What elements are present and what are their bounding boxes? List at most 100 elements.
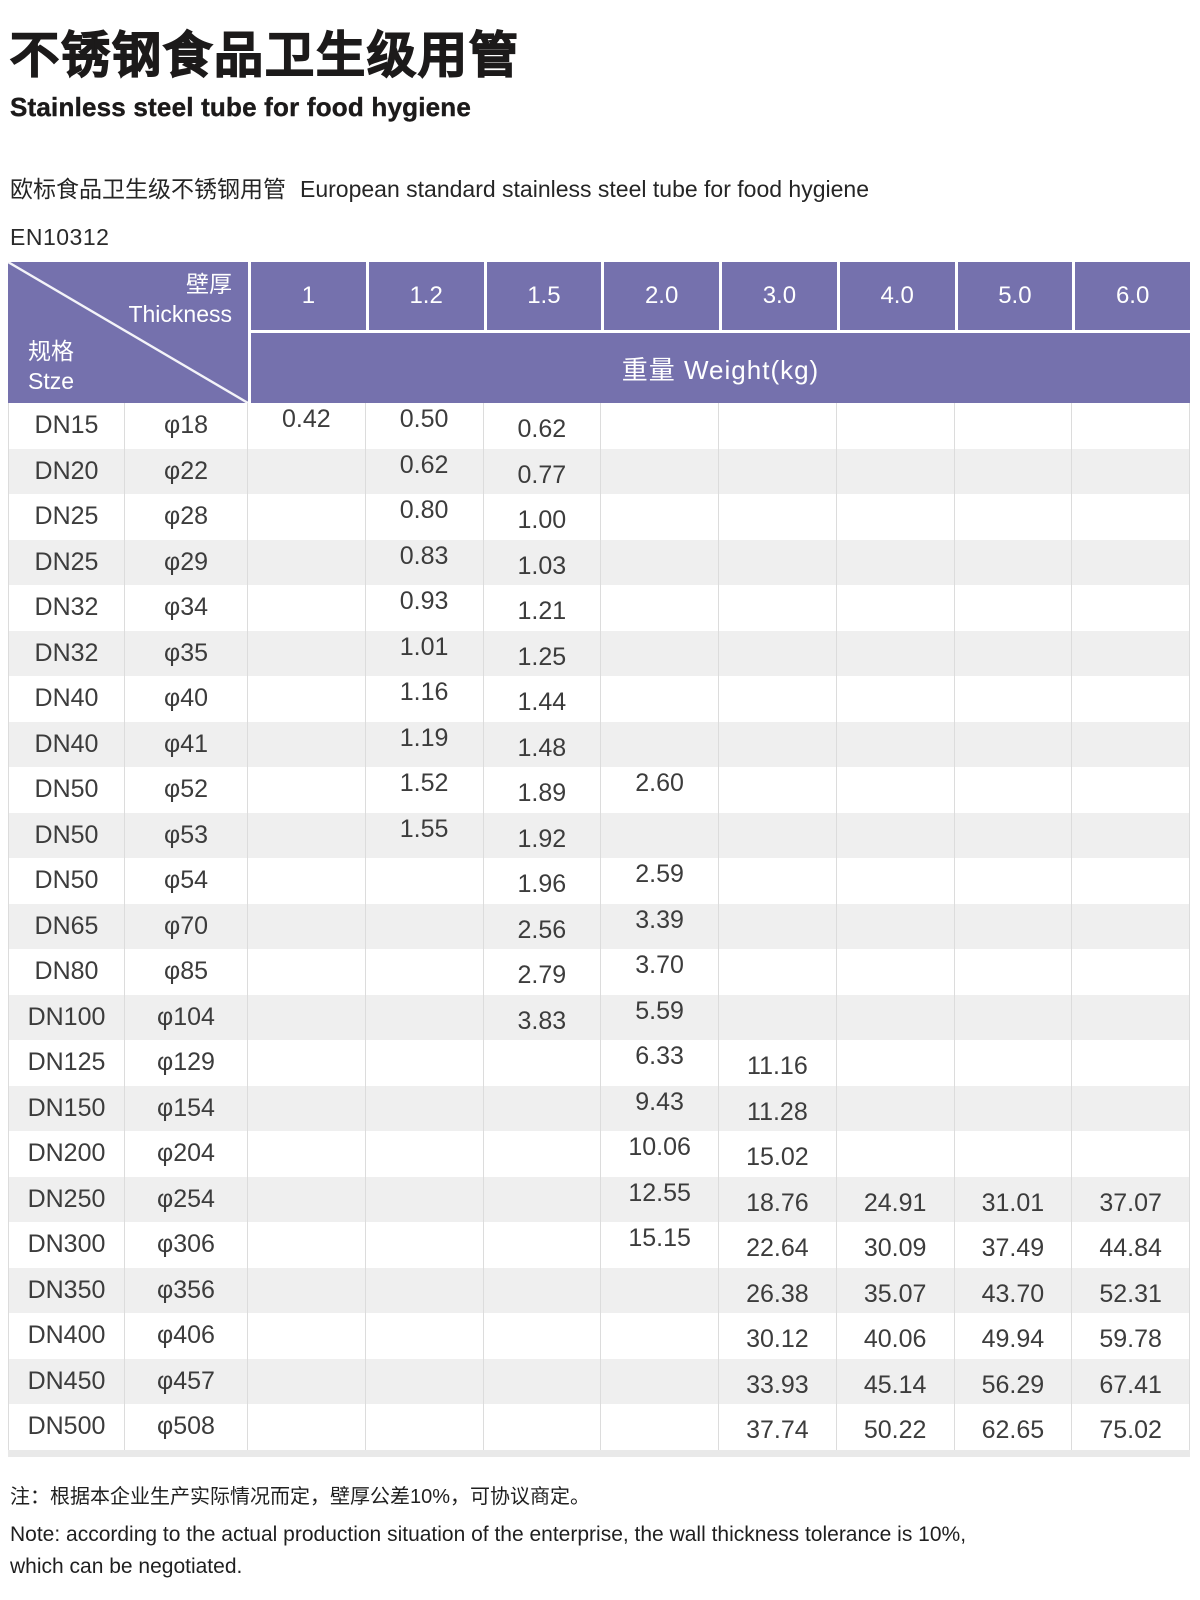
weight-value-cell: [248, 1222, 366, 1268]
weight-value-cell: [248, 1131, 366, 1177]
weight-value-cell: [719, 812, 837, 858]
weight-value-cell: 1.55: [366, 812, 484, 858]
weight-value-cell: [248, 949, 366, 995]
size-cell: DN400: [8, 1313, 125, 1359]
weight-value-cell: [955, 994, 1073, 1040]
weight-spec-table: 壁厚 Thickness 规格 Stze 1 1.2 1.5 2.0 3.0 4.0 5.0…: [8, 262, 1190, 1457]
weight-value-cell: [719, 403, 837, 449]
weight-value-cell: 37.07: [1072, 1176, 1190, 1222]
diameter-cell: φ85: [125, 949, 248, 995]
weight-value-cell: [955, 949, 1073, 995]
weight-value-cell: [837, 630, 955, 676]
diameter-cell: φ306: [125, 1222, 248, 1268]
weight-value-cell: [1072, 630, 1190, 676]
diameter-cell: φ18: [125, 403, 248, 449]
weight-value-cell: [837, 812, 955, 858]
diameter-cell: φ406: [125, 1313, 248, 1359]
size-cell: DN20: [8, 448, 125, 494]
weight-value-cell: [955, 585, 1073, 631]
table-row: DN200 φ204 10.06 15.02: [8, 1131, 1190, 1177]
weight-value-cell: 0.80: [366, 494, 484, 540]
table-row: DN300 φ306 15.15 22.64 30.09 37.49 44.84: [8, 1222, 1190, 1268]
diameter-cell: φ254: [125, 1176, 248, 1222]
size-cell: DN150: [8, 1085, 125, 1131]
diameter-cell: φ41: [125, 721, 248, 767]
weight-value-cell: [601, 403, 719, 449]
weight-value-cell: 15.02: [719, 1131, 837, 1177]
standard-code: EN10312: [10, 224, 110, 250]
weight-value-cell: [601, 676, 719, 722]
diameter-cell: φ35: [125, 630, 248, 676]
weight-value-cell: [248, 994, 366, 1040]
weight-value-cell: 6.33: [601, 1040, 719, 1086]
weight-value-cell: [601, 1313, 719, 1359]
weight-value-cell: [955, 903, 1073, 949]
weight-value-cell: 10.06: [601, 1131, 719, 1177]
weight-value-cell: 2.60: [601, 767, 719, 813]
weight-value-cell: [248, 767, 366, 813]
footnote-chinese: 注：根据本企业生产实际情况而定，壁厚公差10%，可协议商定。: [10, 1486, 591, 1508]
weight-value-cell: [955, 1040, 1073, 1086]
weight-value-cell: 11.16: [719, 1040, 837, 1086]
weight-value-cell: 1.01: [366, 630, 484, 676]
weight-value-cell: [1072, 994, 1190, 1040]
diameter-cell: φ104: [125, 994, 248, 1040]
weight-value-cell: 0.83: [366, 539, 484, 585]
weight-value-cell: 1.44: [484, 676, 602, 722]
weight-value-cell: [837, 1085, 955, 1131]
weight-value-cell: [955, 494, 1073, 540]
weight-value-cell: [719, 676, 837, 722]
weight-value-cell: [484, 1313, 602, 1359]
weight-value-cell: [1072, 767, 1190, 813]
weight-value-cell: [719, 448, 837, 494]
footnote-english-line2: which can be negotiated.: [10, 1554, 243, 1578]
weight-value-cell: [601, 721, 719, 767]
weight-value-cell: [1072, 721, 1190, 767]
weight-value-cell: 35.07: [837, 1267, 955, 1313]
weight-value-cell: 67.41: [1072, 1358, 1190, 1404]
diameter-cell: φ34: [125, 585, 248, 631]
weight-value-cell: [719, 721, 837, 767]
subtitle-chinese: 欧标食品卫生级不锈钢用管: [10, 176, 286, 202]
weight-value-cell: [248, 858, 366, 904]
thickness-header-cell: 1.2: [368, 262, 484, 330]
weight-value-cell: [366, 1313, 484, 1359]
weight-value-cell: [484, 1267, 602, 1313]
weight-value-cell: [366, 858, 484, 904]
diagonal-corner-cell: 壁厚 Thickness 规格 Stze: [8, 262, 248, 403]
weight-value-cell: 45.14: [837, 1358, 955, 1404]
weight-value-cell: 9.43: [601, 1085, 719, 1131]
weight-value-cell: [366, 1358, 484, 1404]
weight-value-cell: 1.03: [484, 539, 602, 585]
corner-size-label: 规格 Stze: [28, 337, 74, 397]
weight-value-cell: 59.78: [1072, 1313, 1190, 1359]
weight-value-cell: [837, 721, 955, 767]
diameter-cell: φ40: [125, 676, 248, 722]
size-cell: DN25: [8, 494, 125, 540]
subtitle-english: European standard stainless steel tube f…: [300, 176, 869, 202]
weight-value-cell: [1072, 676, 1190, 722]
weight-value-cell: [719, 539, 837, 585]
weight-value-cell: [955, 630, 1073, 676]
weight-value-cell: [248, 585, 366, 631]
diameter-cell: φ129: [125, 1040, 248, 1086]
weight-value-cell: [955, 858, 1073, 904]
weight-value-cell: [366, 903, 484, 949]
diameter-cell: φ204: [125, 1131, 248, 1177]
weight-value-cell: [601, 448, 719, 494]
size-cell: DN40: [8, 721, 125, 767]
weight-value-cell: [601, 1358, 719, 1404]
weight-value-cell: [837, 539, 955, 585]
weight-value-cell: [1072, 403, 1190, 449]
size-cell: DN200: [8, 1131, 125, 1177]
weight-value-cell: [837, 858, 955, 904]
table-row: DN15 φ18 0.42 0.50 0.62: [8, 403, 1190, 449]
weight-value-cell: 1.21: [484, 585, 602, 631]
size-cell: DN80: [8, 949, 125, 995]
weight-value-cell: [837, 767, 955, 813]
weight-value-cell: [248, 676, 366, 722]
weight-value-cell: 31.01: [955, 1176, 1073, 1222]
weight-value-cell: [1072, 812, 1190, 858]
weight-value-cell: [719, 630, 837, 676]
weight-value-cell: 1.52: [366, 767, 484, 813]
